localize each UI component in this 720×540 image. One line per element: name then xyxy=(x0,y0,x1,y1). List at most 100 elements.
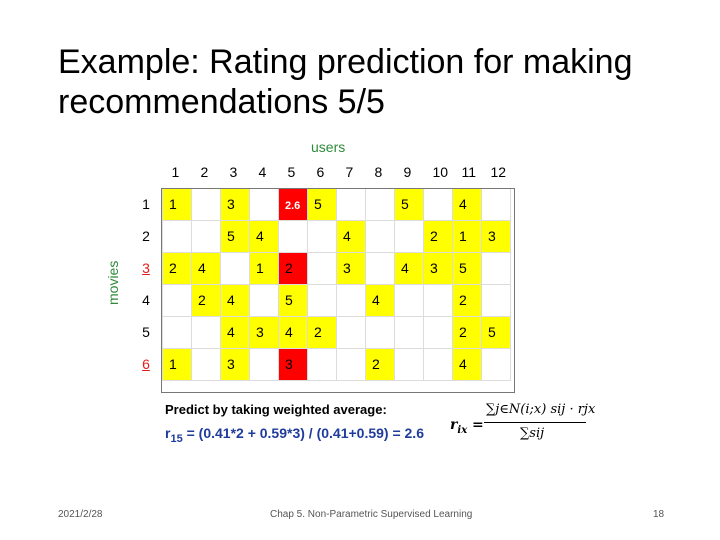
rating-cell xyxy=(307,219,337,253)
user-header: 6 xyxy=(316,163,325,180)
movie-row: 3 2 4 1 2 3 4 3 5 xyxy=(130,251,511,285)
rating-cell xyxy=(278,219,308,253)
rating-cell: 4 xyxy=(452,347,482,381)
rating-cell xyxy=(191,315,221,349)
rating-value: 3 xyxy=(285,356,293,372)
rating-value: 2 xyxy=(169,260,177,276)
rating-cell: 4 xyxy=(191,251,221,285)
rating-value: 3 xyxy=(227,356,235,372)
rating-value: 1 xyxy=(169,196,177,212)
rating-cell: 5 xyxy=(452,251,482,285)
rating-cell xyxy=(249,187,279,221)
user-header: 2 xyxy=(200,163,209,180)
rating-cell xyxy=(394,315,424,349)
rating-cell: 1 xyxy=(452,219,482,253)
movie-label: 4 xyxy=(142,292,150,308)
movie-row: 6 1 3 3 2 4 xyxy=(130,347,511,381)
r-subscript: 15 xyxy=(170,432,183,445)
movie-label: 2 xyxy=(142,228,150,244)
rating-cell: 4 xyxy=(452,187,482,221)
rating-cell: 3 xyxy=(220,347,250,381)
users-axis-label: users xyxy=(311,139,346,155)
rating-value: 5 xyxy=(314,196,322,212)
movies-axis-label: movies xyxy=(105,260,121,305)
rating-value: 3 xyxy=(227,196,235,212)
rating-cell: 4 xyxy=(249,219,279,253)
rating-cell: 2 xyxy=(452,283,482,317)
rating-cell xyxy=(307,347,337,381)
matrix-corner xyxy=(130,156,163,188)
prediction-calculation: r15 = (0.41*2 + 0.59*3) / (0.41+0.59) = … xyxy=(165,425,424,445)
user-header: 7 xyxy=(345,163,354,180)
rating-cell: 2 xyxy=(423,219,453,253)
rating-cell: 1 xyxy=(162,347,192,381)
target-rating-cell: 3 xyxy=(278,347,308,381)
movie-label: 3 xyxy=(142,260,150,276)
formula-denominator: ∑sij xyxy=(520,426,545,441)
rating-cell: 5 xyxy=(394,187,424,221)
formula-fraction-bar xyxy=(484,422,586,423)
weighted-average-formula: rix = ∑j∈N(i;x) sij · rjx ∑sij xyxy=(450,402,595,450)
rating-cell: 4 xyxy=(278,315,308,349)
rating-cell: 4 xyxy=(220,315,250,349)
rating-cell: 5 xyxy=(220,219,250,253)
rating-value: 3 xyxy=(488,228,496,244)
rating-cell xyxy=(336,187,366,221)
rating-cell xyxy=(307,251,337,285)
rating-value: 3 xyxy=(256,324,264,340)
rating-cell xyxy=(423,187,453,221)
target-rating-cell: 2.6 xyxy=(278,187,308,221)
rating-cell xyxy=(365,251,395,285)
rating-cell xyxy=(162,219,192,253)
user-header: 11 xyxy=(461,163,477,180)
movie-row: 1 1 3 2.6 5 5 4 xyxy=(130,187,511,221)
user-header: 12 xyxy=(490,163,507,180)
rating-cell xyxy=(191,187,221,221)
rating-cell: 1 xyxy=(249,251,279,285)
r-label: r xyxy=(165,425,171,441)
rating-value: 3 xyxy=(343,260,351,276)
rating-cell xyxy=(423,315,453,349)
rating-value: 5 xyxy=(459,260,467,276)
rating-cell xyxy=(365,219,395,253)
r-expression: = (0.41*2 + 0.59*3) / (0.41+0.59) = 2.6 xyxy=(186,425,424,441)
rating-cell: 2 xyxy=(191,283,221,317)
rating-value: 2 xyxy=(314,324,322,340)
rating-cell: 4 xyxy=(220,283,250,317)
user-header: 10 xyxy=(432,163,449,180)
rating-cell: 2 xyxy=(162,251,192,285)
rating-cell xyxy=(481,283,511,317)
footer-date: 2021/2/28 xyxy=(58,509,103,520)
rating-value: 4 xyxy=(285,324,293,340)
rating-cell xyxy=(191,219,221,253)
rating-cell: 5 xyxy=(307,187,337,221)
rating-cell xyxy=(481,187,511,221)
rating-cell xyxy=(162,283,192,317)
rating-value: 1 xyxy=(459,228,467,244)
rating-value: 2 xyxy=(430,228,438,244)
rating-cell xyxy=(307,283,337,317)
footer-page-number: 18 xyxy=(653,509,665,520)
rating-value: 4 xyxy=(372,292,380,308)
slide-title-line1: Example: Rating prediction for making xyxy=(58,43,633,81)
rating-cell: 5 xyxy=(278,283,308,317)
rating-value: 2 xyxy=(198,292,206,308)
rating-value: 3 xyxy=(430,260,438,276)
rating-cell: 2 xyxy=(365,347,395,381)
slide-title-line2: recommendations 5/5 xyxy=(58,83,385,121)
rating-cell: 2 xyxy=(307,315,337,349)
user-header: 8 xyxy=(374,163,383,180)
rating-cell: 3 xyxy=(220,187,250,221)
rating-cell: 5 xyxy=(481,315,511,349)
rating-cell: 4 xyxy=(394,251,424,285)
footer-course-title: Chap 5. Non-Parametric Supervised Learni… xyxy=(270,509,473,520)
rating-value: 5 xyxy=(227,228,235,244)
rating-matrix: 1 2 3 4 5 6 7 8 9 10 11 12 1 1 3 2.6 5 5 4 2 5 4 4 2 1 3 3 2 4 1 2 3 4 3 5… xyxy=(130,156,511,381)
movie-row: 4 2 4 5 4 2 xyxy=(130,283,511,317)
movie-label: 6 xyxy=(142,356,150,372)
rating-cell xyxy=(191,347,221,381)
rating-cell xyxy=(394,219,424,253)
rating-value: 4 xyxy=(227,292,235,308)
rating-cell xyxy=(394,283,424,317)
rating-cell: 3 xyxy=(481,219,511,253)
